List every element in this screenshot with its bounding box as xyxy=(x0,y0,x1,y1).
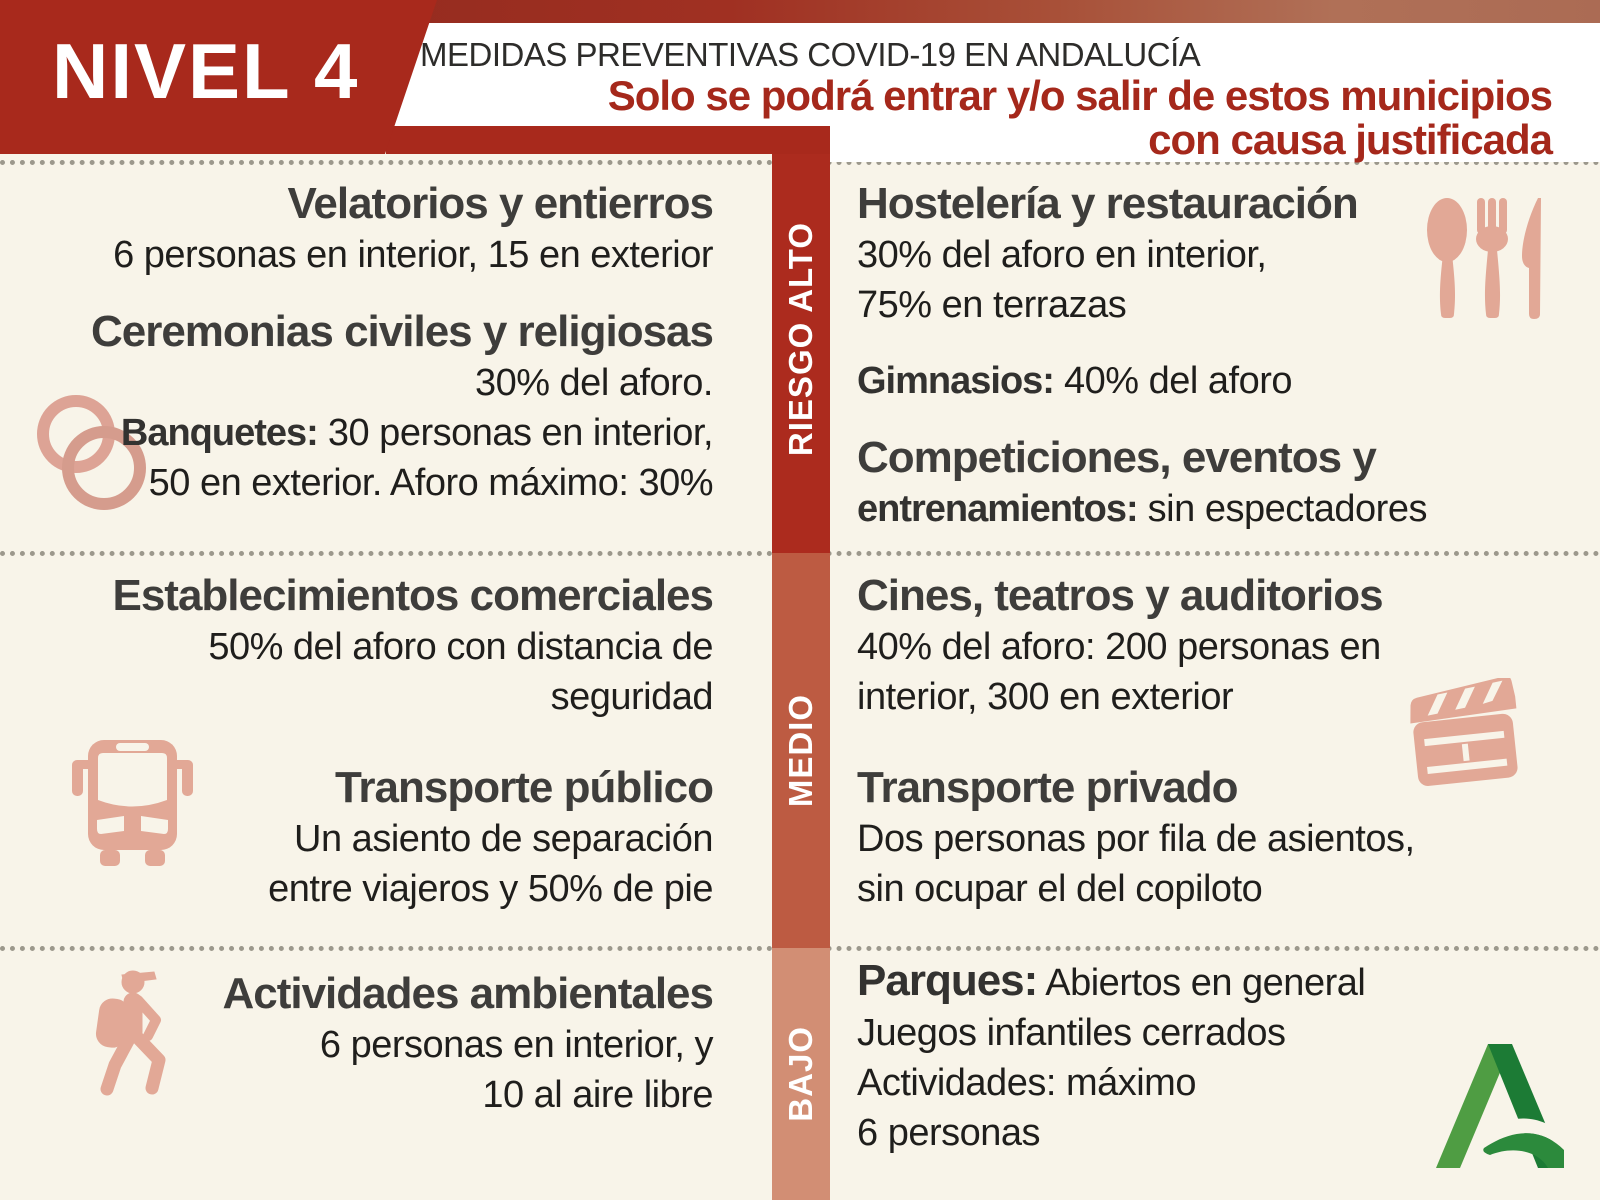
bus-icon xyxy=(72,730,194,870)
subtitle-line1: Solo se podrá entrar y/o salir de estos … xyxy=(607,72,1553,119)
transporte-publico-body2: entre viajeros y 50% de pie xyxy=(268,868,713,910)
level-title: NIVEL 4 xyxy=(52,27,360,115)
actividades-body2: 10 al aire libre xyxy=(482,1074,713,1116)
header-subtitle: Solo se podrá entrar y/o salir de estos … xyxy=(607,72,1553,163)
gimnasios-line: Gimnasios: 40% del aforo xyxy=(857,360,1293,402)
parques-body4: 6 personas xyxy=(857,1112,1041,1154)
header-gradient-strip xyxy=(390,0,1600,24)
velatorios-body: 6 personas en interior, 15 en exterior xyxy=(113,234,713,276)
cutlery-icon xyxy=(1425,196,1560,321)
header-white-band xyxy=(388,23,1600,128)
establecimientos-title: Establecimientos comerciales xyxy=(112,571,714,620)
cines-body1: 40% del aforo: 200 personas en xyxy=(857,626,1381,668)
junta-de-andalucia-logo xyxy=(1436,1036,1564,1168)
section-bajo-right: Parques: Abiertos en general Juegos infa… xyxy=(857,956,1557,1158)
banquetes-line1: Banquetes: 30 personas en interior, xyxy=(120,412,714,454)
section-alto-right: Hostelería y restauración 30% del aforo … xyxy=(857,178,1557,534)
header-kicker: MEDIDAS PREVENTIVAS COVID-19 EN ANDALUCÍ… xyxy=(420,36,1201,73)
risk-bar-bajo: BAJO xyxy=(772,948,830,1200)
wedding-rings-icon xyxy=(28,392,156,520)
section-alto-left: Velatorios y entierros 6 personas en int… xyxy=(0,178,714,508)
transporte-publico-title: Transporte público xyxy=(334,763,714,812)
header-white-band-extension xyxy=(830,126,1600,162)
hosteleria-body1: 30% del aforo en interior, xyxy=(857,234,1267,276)
risk-bar-medio: MEDIO xyxy=(772,553,830,948)
transporte-privado-body2: sin ocupar el del copiloto xyxy=(857,868,1263,910)
section-medio-left: Establecimientos comerciales 50% del afo… xyxy=(0,570,714,914)
establecimientos-body1: 50% del aforo con distancia de xyxy=(208,626,713,668)
banquetes-line2: 50 en exterior. Aforo máximo: 30% xyxy=(148,462,714,504)
risk-bar-bajo-label: BAJO xyxy=(782,1026,819,1122)
level-badge xyxy=(0,0,437,154)
section-bajo-left: Actividades ambientales 6 personas en in… xyxy=(0,968,714,1120)
cines-body2: interior, 300 en exterior xyxy=(857,676,1234,718)
cines-title: Cines, teatros y auditorios xyxy=(857,571,1384,620)
risk-bar-alto-label: RIESGO ALTO xyxy=(782,222,819,457)
transporte-privado-body1: Dos personas por fila de asientos, xyxy=(857,818,1415,860)
ceremonias-body: 30% del aforo. xyxy=(474,362,714,404)
competiciones-line1: Competiciones, eventos y xyxy=(857,433,1377,482)
hiker-icon xyxy=(82,968,182,1108)
risk-bar-alto: RIESGO ALTO xyxy=(772,126,830,553)
subtitle-line2: con causa justificada xyxy=(1148,116,1553,163)
clapperboard-icon xyxy=(1402,678,1527,793)
velatorios-title: Velatorios y entierros xyxy=(287,179,714,228)
parques-body2: Juegos infantiles cerrados xyxy=(857,1012,1286,1054)
transporte-publico-body1: Un asiento de separación xyxy=(294,818,713,860)
section-medio-right: Cines, teatros y auditorios 40% del afor… xyxy=(857,570,1557,914)
ceremonias-title: Ceremonias civiles y religiosas xyxy=(90,307,714,356)
header-red-connector xyxy=(386,126,830,154)
transporte-privado-title: Transporte privado xyxy=(857,763,1239,812)
competiciones-line2: entrenamientos: sin espectadores xyxy=(857,488,1427,530)
parques-body3: Actividades: máximo xyxy=(857,1062,1196,1104)
establecimientos-body2: seguridad xyxy=(550,676,714,718)
hosteleria-title: Hostelería y restauración xyxy=(857,179,1359,228)
hosteleria-body2: 75% en terrazas xyxy=(857,284,1127,326)
parques-line: Parques: Abiertos en general xyxy=(857,956,1366,1005)
actividades-body1: 6 personas en interior, y xyxy=(319,1024,714,1066)
risk-bar-medio-label: MEDIO xyxy=(782,693,819,808)
actividades-title: Actividades ambientales xyxy=(222,969,714,1018)
